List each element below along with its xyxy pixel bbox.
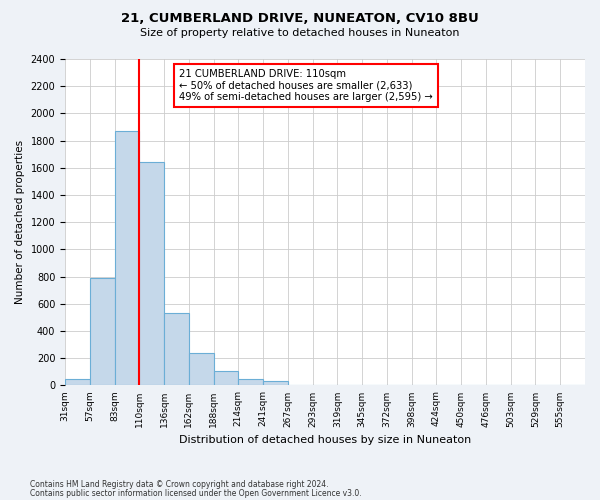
Bar (189, 353, 214, 386)
Bar (214, 371, 238, 386)
Text: Contains public sector information licensed under the Open Government Licence v3: Contains public sector information licen… (30, 490, 362, 498)
Text: Contains HM Land Registry data © Crown copyright and database right 2024.: Contains HM Land Registry data © Crown c… (30, 480, 329, 489)
Bar (164, 314, 189, 386)
Text: 21 CUMBERLAND DRIVE: 110sqm
← 50% of detached houses are smaller (2,633)
49% of : 21 CUMBERLAND DRIVE: 110sqm ← 50% of det… (179, 69, 433, 102)
Y-axis label: Number of detached properties: Number of detached properties (15, 140, 25, 304)
Bar (238, 378, 263, 386)
Bar (65, 378, 90, 386)
Bar (263, 382, 288, 386)
X-axis label: Distribution of detached houses by size in Nuneaton: Distribution of detached houses by size … (179, 435, 471, 445)
Bar (115, 131, 139, 386)
Text: 21, CUMBERLAND DRIVE, NUNEATON, CV10 8BU: 21, CUMBERLAND DRIVE, NUNEATON, CV10 8BU (121, 12, 479, 26)
Bar (139, 162, 164, 386)
Text: Size of property relative to detached houses in Nuneaton: Size of property relative to detached ho… (140, 28, 460, 38)
Bar (90, 278, 115, 386)
